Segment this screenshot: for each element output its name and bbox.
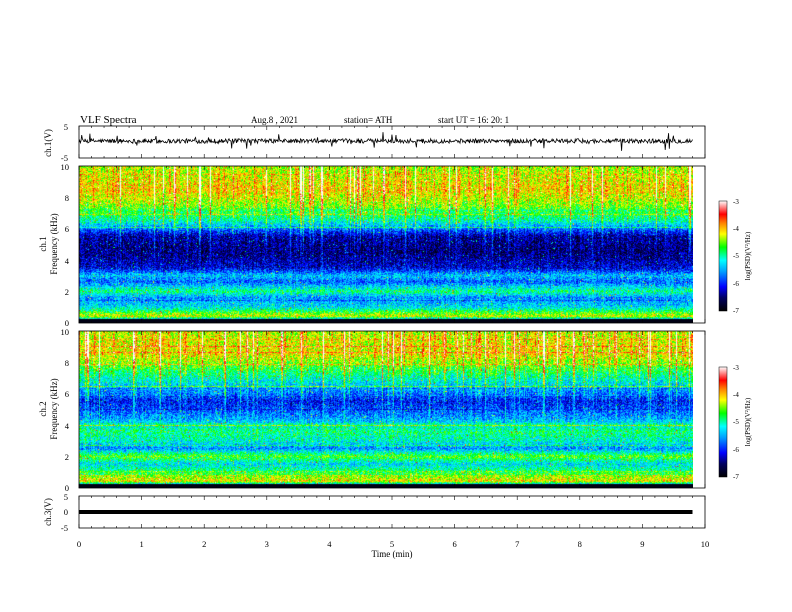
xtick-4: 4: [327, 539, 332, 549]
ch1-colorbar-label: log(PSD)(V²/Hz): [744, 231, 752, 280]
ch2-spec-ylabel-channel: ch.2: [38, 401, 48, 416]
ch2-spectrogram-panel: 0 2 4 6 8 10 ch.2 Frequency (kHz) -3 -4 …: [38, 327, 752, 493]
ch1-colorbar: [718, 200, 728, 312]
ch3-waveform-panel: 5 0 -5 ch.3(V): [43, 492, 706, 533]
ch2-spec-ylabel-frequency: Frequency (kHz): [49, 378, 59, 439]
ch1-spectrogram-image: [79, 166, 693, 323]
ch1-spec-ytick-2: 2: [65, 287, 69, 297]
ch3-ytick-top: 5: [64, 492, 68, 502]
ch2-colorbar-tick-m3: -3: [733, 364, 739, 372]
ch1-spec-ylabel-channel: ch.1: [38, 236, 48, 251]
ch2-colorbar-tick-m4: -4: [733, 391, 739, 399]
ch1-spec-ytick-0: 0: [65, 318, 69, 328]
ch2-colorbar-tick-m5: -5: [733, 418, 739, 426]
ch2-spec-ytick-0: 0: [65, 483, 69, 493]
x-axis: 0 1 2 3 4 5 6 7 8 9 10 Time (min): [77, 539, 709, 559]
ch1-spec-ylabel-frequency: Frequency (kHz): [49, 213, 59, 274]
ch3-ytick-bottom: -5: [61, 523, 68, 533]
ch1-colorbar-tick-m3: -3: [733, 198, 739, 206]
ch1-ytick-top: 5: [64, 122, 68, 132]
ch2-spec-ytick-10: 10: [61, 327, 70, 337]
ch2-spectrogram-image: [79, 331, 693, 488]
ch2-colorbar-label: log(PSD)(V²/Hz): [744, 397, 752, 446]
ch1-colorbar-tick-m4: -4: [733, 225, 739, 233]
ch2-colorbar-tick-m6: -6: [733, 446, 739, 454]
xtick-9: 9: [640, 539, 644, 549]
start-time-label: start UT = 16: 20: 1: [438, 115, 509, 125]
date-label: Aug.8 , 2021: [251, 115, 298, 125]
xtick-1: 1: [139, 539, 143, 549]
xtick-6: 6: [452, 539, 456, 549]
ch1-ytick-bottom: -5: [61, 153, 68, 163]
ch1-waveform-line: [78, 132, 693, 151]
ch1-spectrogram-panel: 0 2 4 6 8 10 ch.1 Frequency (kHz) -3 -4 …: [38, 162, 752, 328]
ch2-spec-ytick-4: 4: [65, 421, 70, 431]
ch2-spec-ytick-8: 8: [65, 358, 69, 368]
xtick-0: 0: [77, 539, 81, 549]
ch1-waveform-ylabel: ch.1(V): [43, 129, 53, 157]
xtick-5: 5: [390, 539, 394, 549]
x-axis-label: Time (min): [372, 549, 413, 559]
xtick-8: 8: [578, 539, 582, 549]
ch2-spec-ytick-6: 6: [65, 389, 69, 399]
ch2-colorbar: [718, 366, 728, 478]
ch1-waveform-frame: [78, 125, 706, 159]
ch2-colorbar-tick-m7: -7: [733, 473, 739, 481]
ch1-colorbar-tick-m7: -7: [733, 307, 739, 315]
xtick-7: 7: [515, 539, 519, 549]
ch1-colorbar-tick-m6: -6: [733, 280, 739, 288]
axis-ticks: [78, 126, 706, 528]
ch1-spec-ytick-6: 6: [65, 224, 69, 234]
xtick-3: 3: [265, 539, 269, 549]
ch1-spec-ytick-4: 4: [65, 256, 70, 266]
ch3-ytick-mid: 0: [64, 507, 68, 517]
xtick-2: 2: [202, 539, 206, 549]
station-label: station= ATH: [344, 115, 393, 125]
ch1-colorbar-tick-m5: -5: [733, 252, 739, 260]
figure-title: VLF Spectra: [80, 114, 137, 126]
ch3-waveform-ylabel: ch.3(V): [43, 498, 53, 526]
ch2-spec-ytick-2: 2: [65, 452, 69, 462]
xtick-10: 10: [701, 539, 710, 549]
ch1-spec-ytick-8: 8: [65, 193, 69, 203]
ch1-spec-ytick-10: 10: [61, 162, 70, 172]
ch1-waveform-panel: 5 -5 ch.1(V): [43, 122, 706, 163]
